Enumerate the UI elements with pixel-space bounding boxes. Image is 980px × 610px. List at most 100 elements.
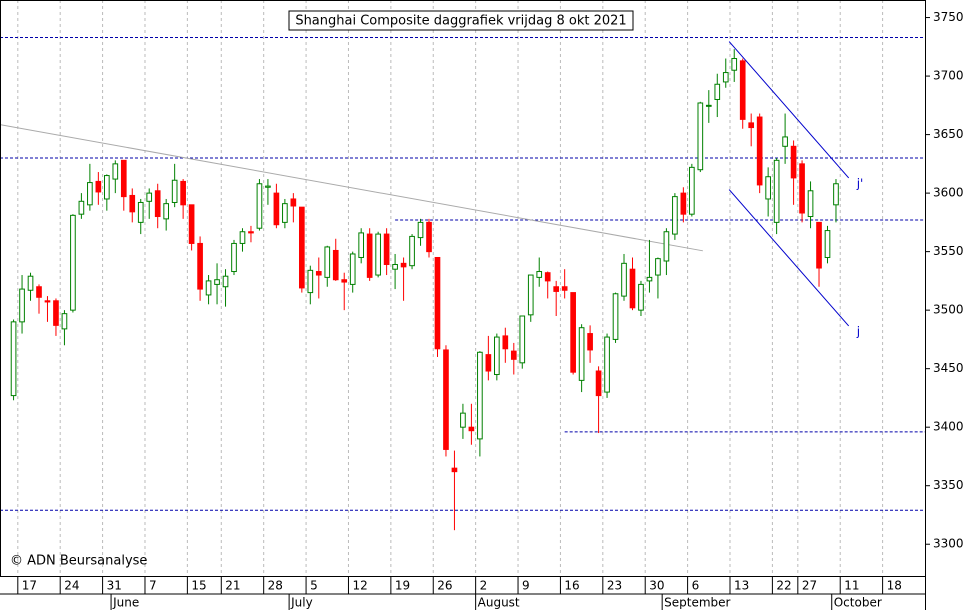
- candle-body: [612, 293, 619, 340]
- month-label: August: [478, 596, 520, 610]
- x-tick-label: 27: [802, 579, 817, 593]
- candle-body: [773, 159, 780, 223]
- y-tick-label: 3550: [933, 244, 964, 258]
- candle-body: [248, 231, 254, 234]
- x-tick-label: 31: [107, 579, 122, 593]
- candle-body: [714, 83, 721, 100]
- candle-body: [265, 185, 271, 188]
- candle-body: [434, 256, 441, 350]
- candle-body: [180, 180, 186, 206]
- candle-body: [299, 206, 305, 289]
- candle-body: [655, 258, 661, 276]
- candle-body: [621, 262, 627, 297]
- x-tick-label: 23: [607, 579, 622, 593]
- x-tick-label: 7: [149, 579, 157, 593]
- candle-body: [638, 283, 644, 311]
- candle-body: [120, 159, 127, 198]
- candle-body: [409, 235, 415, 267]
- x-tick-label: 15: [191, 579, 206, 593]
- candle-body: [10, 321, 17, 397]
- x-tick-label: 28: [268, 579, 283, 593]
- candle-body: [95, 180, 102, 193]
- candle-body: [705, 104, 712, 107]
- x-tick-label: 13: [734, 579, 749, 593]
- trend-line: [0, 124, 703, 252]
- x-tick-label: 22: [776, 579, 791, 593]
- candle-body: [383, 233, 390, 266]
- candle-body: [392, 264, 398, 270]
- y-tick-label: 3700: [933, 69, 964, 83]
- title-box: [288, 10, 634, 31]
- candle-body: [239, 231, 246, 244]
- candle-body: [595, 370, 602, 397]
- trend-line: [728, 41, 850, 179]
- y-tick-label: 3650: [933, 127, 964, 141]
- candle-body: [349, 253, 356, 285]
- candle-body: [510, 350, 517, 360]
- candle-body: [36, 286, 42, 298]
- x-tick-label: 11: [844, 579, 859, 593]
- candle-body: [171, 179, 178, 203]
- month-label: September: [664, 596, 730, 610]
- candle-body: [273, 192, 280, 226]
- month-label: October: [834, 596, 882, 610]
- candle-body: [332, 249, 339, 281]
- candle-body: [477, 351, 483, 440]
- candle-body: [527, 274, 534, 316]
- candle-body: [112, 163, 119, 180]
- candle-body: [578, 327, 585, 381]
- candle-body: [61, 313, 68, 330]
- candle-body: [137, 201, 144, 223]
- candle-body: [417, 221, 424, 239]
- candle-body: [782, 136, 788, 147]
- candle-body: [553, 286, 560, 292]
- candle-body: [53, 300, 59, 326]
- y-tick-label: 3300: [933, 537, 964, 551]
- candle-body: [19, 288, 25, 323]
- candle-body: [731, 58, 738, 71]
- candle-body: [375, 233, 381, 276]
- candle-body: [672, 196, 678, 235]
- candle-body: [44, 300, 51, 303]
- candle-body: [290, 198, 297, 207]
- y-tick-label: 3500: [933, 303, 964, 317]
- candle-body: [400, 262, 407, 268]
- candle-body: [544, 272, 551, 282]
- x-tick-label: 18: [887, 579, 902, 593]
- candle-body: [460, 412, 466, 428]
- candle-body: [87, 182, 93, 206]
- x-tick-label: 30: [649, 579, 664, 593]
- candle-body: [129, 194, 136, 213]
- candle-body: [78, 200, 85, 215]
- candle-body: [561, 286, 568, 291]
- candle-body: [70, 214, 76, 311]
- trend-label: j: [856, 324, 860, 338]
- candle-body: [154, 190, 161, 218]
- candle-body: [468, 426, 475, 432]
- month-label: June: [112, 596, 139, 610]
- candle-body: [807, 190, 814, 218]
- candle-body: [519, 315, 526, 364]
- candle-body: [231, 242, 237, 273]
- x-tick-label: 21: [225, 579, 240, 593]
- candle-body: [485, 354, 492, 372]
- x-tick-label: 2: [480, 579, 488, 593]
- candle-body: [197, 242, 203, 290]
- candle-body: [824, 230, 831, 258]
- candle-body: [799, 163, 805, 214]
- candle-body: [756, 116, 763, 186]
- candle-body: [358, 232, 365, 258]
- candle-body: [188, 204, 195, 244]
- x-tick-label: 12: [352, 579, 367, 593]
- candle-body: [748, 122, 755, 129]
- candle-body: [680, 192, 687, 215]
- candle-body: [790, 145, 797, 179]
- candle-body: [587, 333, 593, 351]
- y-tick-label: 3350: [933, 478, 964, 492]
- candle-body: [494, 336, 500, 376]
- candle-body: [27, 275, 34, 291]
- candle-body: [689, 166, 695, 215]
- candle-body: [663, 231, 670, 262]
- candle-body: [451, 467, 458, 473]
